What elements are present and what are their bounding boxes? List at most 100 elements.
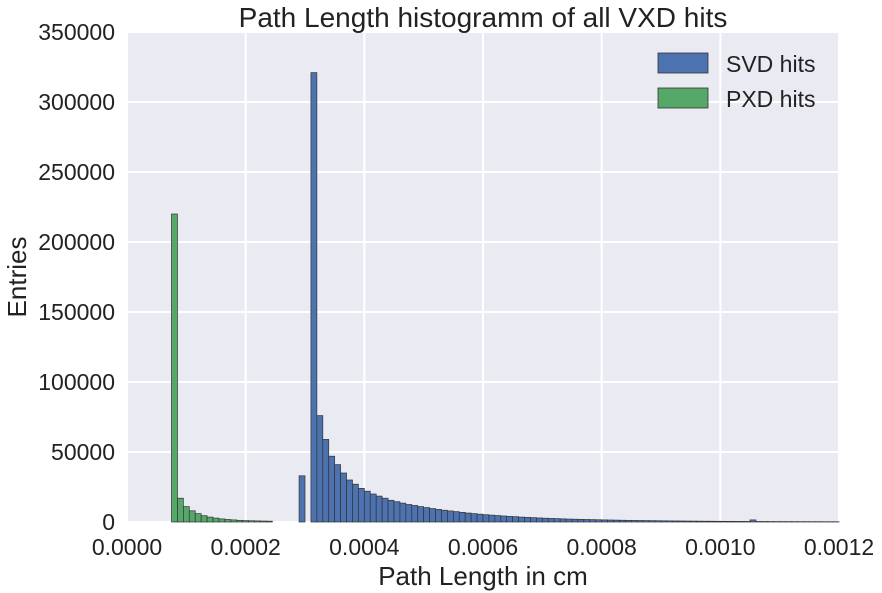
svd-hits-bar <box>352 483 359 523</box>
svd-hits-bar <box>322 439 330 523</box>
svd-hits-bar <box>476 513 484 523</box>
pxd-hits-bar <box>171 213 178 523</box>
y-tick-label: 0 <box>102 509 115 535</box>
pxd-hits-bar <box>206 516 214 523</box>
svd-hits-bar <box>375 495 383 523</box>
svd-hits-bar <box>346 479 353 523</box>
svd-hits-bar <box>298 475 306 523</box>
pxd-hits-bar <box>236 519 244 523</box>
histogram-bars <box>171 72 840 523</box>
svd-hits-bar <box>607 519 614 523</box>
pxd-hits-bar <box>248 520 255 523</box>
pxd-hits-bar <box>266 520 273 523</box>
pxd-hits-bar <box>260 520 267 523</box>
pxd-hits-bar <box>242 520 249 523</box>
svd-hits-bar <box>512 516 519 523</box>
svd-hits-bar <box>595 519 603 523</box>
svd-hits-bar <box>328 455 336 523</box>
legend-swatch-svd <box>657 52 709 74</box>
pxd-hits-bar <box>230 519 238 523</box>
x-tick-label: 0.0002 <box>210 534 280 560</box>
pxd-hits-bar <box>218 518 226 523</box>
svd-hits-bar <box>464 512 472 523</box>
svd-hits-bar <box>654 520 662 523</box>
svd-hits-bar <box>696 520 703 523</box>
x-tick-label: 0.0012 <box>804 534 874 560</box>
svd-hits-bar <box>429 508 436 523</box>
svd-hits-bar <box>500 515 508 523</box>
svd-hits-bar <box>441 509 448 523</box>
svd-hits-bar <box>702 520 709 523</box>
svd-hits-bar <box>381 497 389 523</box>
x-axis-ticks: 0.0000 0.0002 0.0004 0.0006 0.0008 0.0010 0.00… <box>92 534 874 560</box>
svd-hits-bar <box>340 472 347 523</box>
svd-hits-bar <box>565 518 573 523</box>
svd-hits-bar <box>316 415 324 523</box>
y-tick-label: 300000 <box>38 89 115 115</box>
x-tick-label: 0.0004 <box>329 534 400 560</box>
pxd-hits-bar <box>183 506 190 523</box>
svd-hits-bar <box>447 510 454 523</box>
svd-hits-bar <box>553 518 561 523</box>
svd-hits-bar <box>435 509 442 523</box>
svd-hits-bar <box>405 504 413 523</box>
svd-hits-bar <box>452 511 460 523</box>
y-tick-label: 250000 <box>38 159 115 185</box>
svd-hits-bar <box>411 505 419 523</box>
svd-hits-bar <box>648 520 656 523</box>
y-axis-label: Entries <box>2 237 32 318</box>
svd-hits-bar <box>559 518 567 523</box>
svd-hits-bar <box>625 519 632 523</box>
svd-hits-bar <box>470 513 478 523</box>
x-tick-label: 0.0010 <box>685 534 755 560</box>
pxd-hits-bar <box>188 510 196 523</box>
svd-hits-bar <box>423 507 430 523</box>
svd-hits-bar <box>547 518 555 523</box>
legend-swatch-pxd <box>657 87 709 109</box>
pxd-hits-bar <box>200 515 208 523</box>
svd-hits-bar <box>714 520 721 523</box>
svd-hits-bar <box>666 520 674 523</box>
y-tick-label: 200000 <box>38 229 115 255</box>
chart-title: Path Length histogramm of all VXD hits <box>239 2 728 33</box>
svd-hits-bar <box>743 521 751 523</box>
svd-hits-bar <box>358 488 365 523</box>
svd-hits-bar <box>755 521 763 523</box>
svd-hits-bar <box>636 520 644 523</box>
svd-hits-bar <box>672 520 680 523</box>
svd-hits-bar <box>684 520 692 523</box>
svd-hits-bar <box>458 511 466 523</box>
y-tick-label: 50000 <box>51 439 115 465</box>
svd-hits-bar <box>518 516 525 523</box>
y-tick-label: 350000 <box>38 19 115 45</box>
legend-label-svd: SVD hits <box>726 51 815 77</box>
svd-hits-bar <box>619 519 626 523</box>
svd-hits-bar <box>737 521 745 523</box>
svd-hits-bar <box>660 520 668 523</box>
y-tick-label: 100000 <box>38 369 115 395</box>
svd-hits-bar <box>642 520 650 523</box>
svd-hits-bar <box>725 521 733 523</box>
svd-hits-bar <box>369 493 377 523</box>
svd-hits-bar <box>530 517 537 523</box>
pxd-hits-bar <box>212 517 220 523</box>
svd-hits-bar <box>589 519 597 523</box>
pxd-hits-bar <box>194 513 202 523</box>
svd-hits-bar <box>310 72 318 523</box>
svd-hits-bar <box>488 514 496 523</box>
svd-hits-bar <box>571 518 579 523</box>
svd-hits-bar <box>678 520 686 523</box>
legend: SVD hits PXD hits <box>657 51 815 112</box>
svd-hits-bar <box>417 506 425 523</box>
x-tick-label: 0.0000 <box>92 534 162 560</box>
pxd-hits-bar <box>224 519 232 523</box>
svd-hits-bar <box>536 517 543 523</box>
x-axis-label: Path Length in cm <box>378 561 588 591</box>
svd-hits-bar <box>393 501 401 523</box>
svd-hits-bar <box>613 519 620 523</box>
y-axis-ticks: 0 50000 100000 150000 200000 250000 300000 3500… <box>38 19 115 535</box>
svd-hits-bar <box>494 515 502 523</box>
svd-hits-bar <box>749 519 757 523</box>
pxd-hits-bar <box>177 497 184 523</box>
